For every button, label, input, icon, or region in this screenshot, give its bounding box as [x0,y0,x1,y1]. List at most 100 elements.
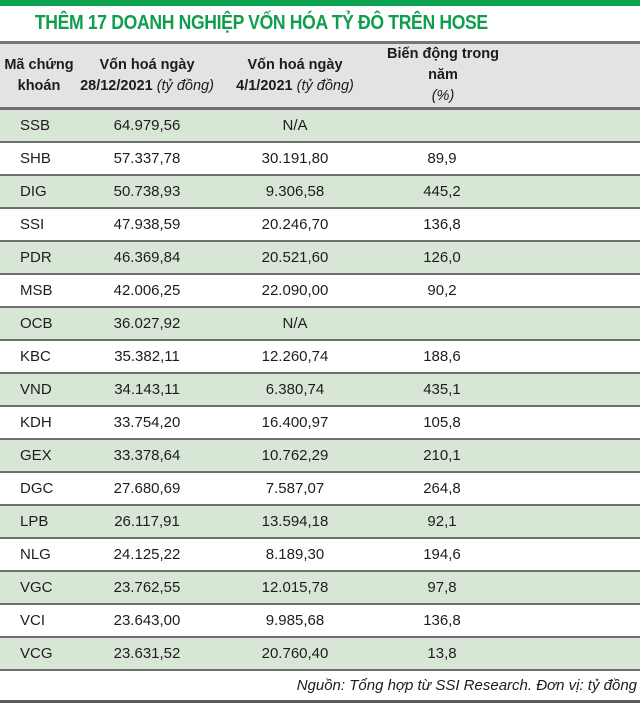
stock-code: LPB [0,504,78,539]
header-date: 28/12/2021 [80,77,153,94]
change-pct: 89,9 [374,141,640,176]
change-pct: 92,1 [374,504,640,539]
table-row: PDR 46.369,84 20.521,60 126,0 [0,240,640,275]
cap-dec-2021: 23.643,00 [78,603,216,638]
cap-dec-2021: 64.979,56 [113,117,181,135]
table-row: NLG 24.125,22 8.189,30 194,6 [0,537,640,572]
cap-jan-2021: 22.090,00 [216,273,374,308]
change-pct [374,306,640,341]
stock-code: DGC [0,471,78,506]
table-row: MSB 42.006,25 22.090,00 90,2 [0,273,640,308]
cap-jan-2021: N/A [216,306,374,341]
stock-code: MSB [0,273,78,308]
table-row: SHB 57.337,78 30.191,80 89,9 [0,141,640,176]
cap-dec-2021: 36.027,92 [78,306,216,341]
header-line: 28/12/2021 (tỷ đồng) [78,76,216,97]
cap-dec-2021: 34.143,11 [78,372,216,407]
table-row: LPB 26.117,91 13.594,18 92,1 [0,504,640,539]
market-cap-table: Mã chứng khoán Vốn hoá ngày 28/12/2021 (… [0,40,640,670]
change-pct: 435,1 [374,372,640,407]
table-header-row: Mã chứng khoán Vốn hoá ngày 28/12/2021 (… [0,40,640,111]
header-line: Biến động trong năm [387,46,499,84]
cap-jan-2021: 9.985,68 [216,603,374,638]
change-pct: 126,0 [374,240,640,275]
column-header-stock-code: Mã chứng khoán [0,40,78,111]
cap-jan-2021: 20.521,60 [216,240,374,275]
change-pct: 264,8 [374,471,640,506]
table-row: KBC 35.382,11 12.260,74 188,6 [0,339,640,374]
stock-code: DIG [0,174,78,209]
cap-jan-2021: 12.260,74 [216,339,374,374]
stock-code: PDR [0,240,78,275]
stock-code: SSI [0,207,78,242]
stock-code: KBC [0,339,78,374]
change-pct: 445,2 [374,174,640,209]
table-row: GEX 33.378,64 10.762,29 210,1 [0,438,640,473]
table-row: OCB 36.027,92 N/A [0,306,640,341]
change-pct: 90,2 [374,273,640,308]
change-pct: 136,8 [374,603,640,638]
cap-dec-2021: 33.378,64 [78,438,216,473]
table-row: VCG 23.631,52 20.760,40 13,8 [0,636,640,670]
header-line: khoán [17,77,61,94]
cap-dec-2021: 42.006,25 [78,273,216,308]
change-pct: 97,8 [374,570,640,605]
cap-dec-2021: 57.337,78 [78,141,216,176]
cap-dec-2021: 23.762,55 [78,570,216,605]
cap-dec-2021: 33.754,20 [78,405,216,440]
title-wrap: THÊM 17 DOANH NGHIỆP VỐN HÓA TỶ ĐÔ TRÊN … [0,6,640,41]
change-pct: 105,8 [374,405,640,440]
cap-dec-2021: 26.117,91 [78,504,216,539]
stock-code: SSB [20,117,51,135]
cap-dec-2021: 24.125,22 [78,537,216,572]
cap-jan-2021: 20.760,40 [216,636,374,670]
header-unit-note: (tỷ đồng) [156,77,214,94]
bottom-border-bar [0,700,640,704]
cap-jan-2021: 9.306,58 [216,174,374,209]
header-date: 4/1/2021 [236,77,293,94]
stock-code: OCB [0,306,78,341]
cap-jan-2021: 13.594,18 [216,504,374,539]
change-pct: 13,8 [374,636,640,670]
cap-dec-2021: 23.631,52 [78,636,216,670]
cap-jan-2021: N/A [282,117,308,135]
cap-jan-2021: 12.015,78 [216,570,374,605]
stock-code: VND [0,372,78,407]
stock-code: VGC [0,570,78,605]
table-row: VGC 23.762,55 12.015,78 97,8 [0,570,640,605]
cap-jan-2021: 20.246,70 [216,207,374,242]
table-row: DGC 27.680,69 7.587,07 264,8 [0,471,640,506]
cap-jan-2021: 10.762,29 [216,438,374,473]
stock-code: VCG [0,636,78,670]
table-row: KDH 33.754,20 16.400,97 105,8 [0,405,640,440]
cap-jan-2021: 6.380,74 [216,372,374,407]
cap-jan-2021: 8.189,30 [216,537,374,572]
change-pct: 210,1 [374,438,640,473]
header-line: Vốn hoá ngày [99,56,195,73]
header-line: Mã chứng [4,56,74,73]
header-unit-note: (tỷ đồng) [296,77,354,94]
stock-code: SHB [0,141,78,176]
table-row: DIG 50.738,93 9.306,58 445,2 [0,174,640,209]
stock-code: VCI [0,603,78,638]
column-header-cap-dec-2021: Vốn hoá ngày 28/12/2021 (tỷ đồng) [78,40,216,111]
change-pct: 194,6 [374,537,640,572]
column-header-change-pct: Biến động trong năm (%) [374,40,640,111]
page-title: THÊM 17 DOANH NGHIỆP VỐN HÓA TỶ ĐÔ TRÊN … [34,12,488,34]
cap-dec-2021: 27.680,69 [78,471,216,506]
top-accent-bar [0,0,640,6]
table-row: VCI 23.643,00 9.985,68 136,8 [0,603,640,638]
header-line: Vốn hoá ngày [247,56,343,73]
source-note: Nguồn: Tổng hợp từ SSI Research. Đơn vị:… [0,669,640,701]
table-body: SSB 64.979,56 N/A SHB 57.337,78 30.191,80 89,9… [0,108,640,670]
cap-dec-2021: 50.738,93 [78,174,216,209]
cap-dec-2021: 35.382,11 [78,339,216,374]
stock-code: GEX [0,438,78,473]
stock-code: NLG [0,537,78,572]
table-row: VND 34.143,11 6.380,74 435,1 [0,372,640,407]
table-row: SSI 47.938,59 20.246,70 136,8 [0,207,640,242]
change-pct: 136,8 [374,207,640,242]
header-unit-note: (%) [431,88,455,105]
stock-code: KDH [0,405,78,440]
